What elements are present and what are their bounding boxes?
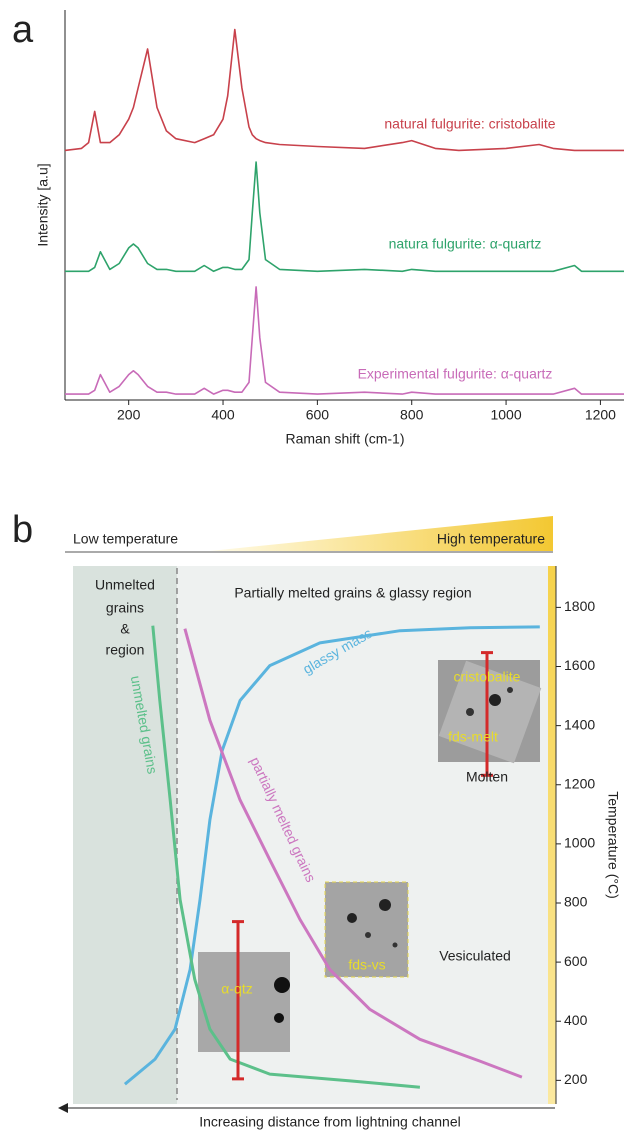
x-tick-label: 800 (400, 407, 424, 423)
temperature-bar (548, 566, 556, 1104)
annotation: Vesiculated (439, 948, 511, 964)
panel-letter: b (12, 509, 33, 551)
y-tick-label: 800 (564, 894, 588, 910)
x-axis-label: Raman shift (cm-1) (285, 431, 404, 447)
y-tick-label: 1600 (564, 657, 595, 673)
annotation: cristobalite (454, 669, 521, 685)
x-tick-label: 200 (117, 407, 141, 423)
panel-letter: a (12, 9, 34, 51)
y-axis-label: Intensity [a.u] (35, 163, 51, 246)
annotation: Molten (466, 769, 508, 785)
y-tick-label: 1400 (564, 716, 595, 732)
low-temperature: Low temperature (73, 531, 178, 547)
arrow-head (58, 1103, 68, 1113)
figure: a b Low temperature High temperature Inc… (0, 0, 624, 1130)
series-line (65, 30, 624, 151)
annotation: α-qtz (221, 981, 252, 997)
series-label: natura fulgurite: α-quartz (389, 236, 542, 252)
x-axis-label: Increasing distance from lightning chann… (199, 1114, 461, 1130)
y-tick-label: 200 (564, 1071, 588, 1087)
y-tick-label: 1200 (564, 775, 595, 791)
series-label: natural fulgurite: cristobalite (384, 116, 555, 132)
annotation: region (106, 642, 145, 658)
annotation: grains (106, 600, 144, 616)
annotation: & (120, 621, 130, 637)
y-tick-label: 600 (564, 953, 588, 969)
series-label: Experimental fulgurite: α-quartz (358, 366, 553, 382)
y-tick-label: 1000 (564, 835, 595, 851)
y-axis-label: Temperature (°C) (605, 791, 621, 899)
x-tick-label: 400 (211, 407, 235, 423)
annotation: fds-vs (348, 957, 385, 973)
y-tick-label: 400 (564, 1012, 588, 1028)
annotation: fds-melt (448, 729, 498, 745)
annotation: Unmelted (95, 577, 155, 593)
series-line (65, 162, 624, 271)
high-temperature: High temperature (437, 531, 545, 547)
y-tick-label: 1800 (564, 598, 595, 614)
x-tick-label: 600 (306, 407, 330, 423)
annotation: Partially melted grains & glassy region (234, 585, 471, 601)
x-tick-label: 1000 (490, 407, 521, 423)
x-tick-label: 1200 (585, 407, 616, 423)
